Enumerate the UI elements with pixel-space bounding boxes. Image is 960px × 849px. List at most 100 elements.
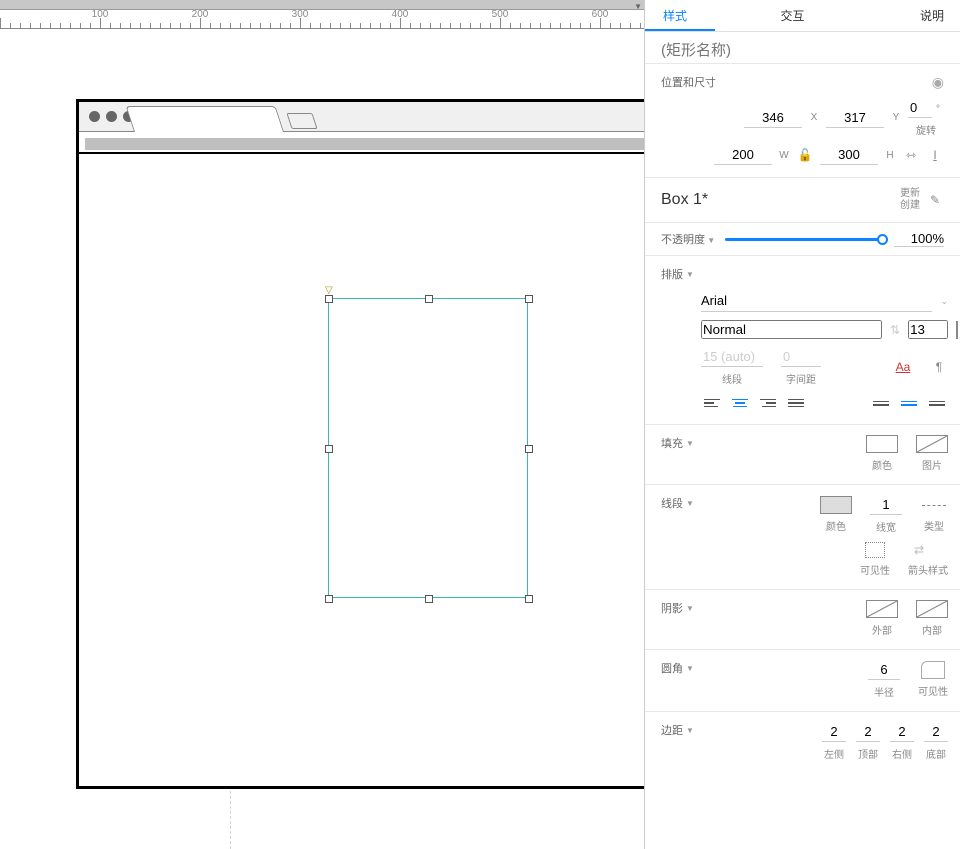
selection-handle[interactable]	[325, 445, 333, 453]
align-left[interactable]	[701, 394, 723, 412]
lock-aspect-icon[interactable]: 🔓	[796, 146, 814, 164]
y-input[interactable]	[826, 108, 884, 128]
create-link[interactable]: 创建	[900, 200, 920, 212]
line-width-label: 线宽	[876, 519, 896, 534]
opacity-slider[interactable]	[725, 238, 884, 241]
font-family-select[interactable]	[701, 290, 932, 312]
pad-bottom-input[interactable]	[924, 722, 948, 742]
browser-newtab	[286, 113, 317, 129]
selected-shape[interactable]: ▽	[328, 298, 528, 598]
align-top[interactable]	[870, 394, 892, 412]
line-type-select[interactable]	[920, 496, 948, 514]
align-middle[interactable]	[898, 394, 920, 412]
letter-spacing-label: 字间距	[786, 371, 816, 386]
update-link[interactable]: 更新	[900, 188, 920, 200]
widget-name-input[interactable]	[661, 42, 944, 59]
line-visibility-box[interactable]	[865, 542, 885, 558]
line-color-label: 颜色	[826, 518, 846, 533]
corner-radius-label: 半径	[874, 684, 894, 699]
line-visibility-label: 可见性	[860, 562, 890, 577]
pad-right-input[interactable]	[890, 722, 914, 742]
shadow-inner-label: 内部	[922, 622, 942, 637]
section-shadow[interactable]: 阴影▼	[661, 600, 694, 616]
inspector-panel: 样式 交互 说明 位置和尺寸 ◉ X Y ° 旋转 W 🔓 H ⇿	[644, 0, 960, 849]
text-align-v	[870, 394, 948, 412]
section-line[interactable]: 线段▼	[661, 495, 694, 511]
browser-tab	[126, 106, 284, 132]
font-weight-select[interactable]	[701, 320, 882, 339]
pad-left-input[interactable]	[822, 722, 846, 742]
section-fill[interactable]: 填充▼	[661, 435, 694, 451]
weight-stepper-icon[interactable]: ⇅	[890, 321, 900, 339]
section-typography[interactable]: 排版▼	[661, 266, 948, 282]
inspector-tabs: 样式 交互 说明	[645, 0, 960, 32]
canvas[interactable]: ▽	[0, 29, 644, 849]
line-height-label: 线段	[722, 371, 742, 386]
arrow-style-label: 箭头样式	[908, 562, 948, 577]
fill-color-swatch[interactable]	[866, 435, 898, 453]
fill-image-swatch[interactable]	[916, 435, 948, 453]
flip-h-icon[interactable]: ⇿	[902, 146, 920, 164]
browser-urlbar	[85, 138, 647, 150]
align-right[interactable]	[757, 394, 779, 412]
tab-notes[interactable]: 说明	[890, 0, 960, 31]
shadow-outer-swatch[interactable]	[866, 600, 898, 618]
tab-interaction[interactable]: 交互	[715, 0, 890, 31]
corner-visibility-label: 可见性	[918, 683, 948, 698]
selection-handle[interactable]	[525, 445, 533, 453]
line-type-label: 类型	[924, 518, 944, 533]
h-label: H	[884, 150, 896, 161]
x-input[interactable]	[744, 108, 802, 128]
font-color-swatch[interactable]	[956, 321, 958, 339]
x-label: X	[808, 112, 820, 123]
section-corner[interactable]: 圆角▼	[661, 660, 694, 676]
rotation-label: 旋转	[916, 122, 936, 137]
detach-icon[interactable]: ✎	[926, 191, 944, 209]
rotation-unit: °	[932, 104, 944, 115]
fill-color-label: 颜色	[872, 457, 892, 472]
section-padding[interactable]: 边距▼	[661, 722, 694, 738]
opacity-label: 不透明度 ▼	[661, 231, 715, 247]
w-label: W	[778, 150, 790, 161]
ruler-horizontal: 100200300400500600	[0, 10, 644, 29]
line-width-input[interactable]	[870, 495, 902, 515]
pad-left-label: 左侧	[824, 746, 844, 761]
browser-tabbar	[79, 102, 653, 132]
width-input[interactable]	[714, 145, 772, 165]
selection-handle[interactable]	[525, 595, 533, 603]
pad-top-input[interactable]	[856, 722, 880, 742]
shadow-inner-swatch[interactable]	[916, 600, 948, 618]
flip-v-icon[interactable]: I	[926, 146, 944, 164]
opacity-input[interactable]	[894, 231, 944, 247]
letter-spacing-input[interactable]	[781, 347, 821, 367]
shadow-outer-label: 外部	[872, 622, 892, 637]
visibility-icon[interactable]: ◉	[932, 74, 944, 91]
pad-right-label: 右侧	[892, 746, 912, 761]
selection-handle[interactable]	[325, 295, 333, 303]
pad-bottom-label: 底部	[926, 746, 946, 761]
case-icon[interactable]: Aa	[894, 358, 912, 376]
fill-image-label: 图片	[922, 457, 942, 472]
align-center[interactable]	[729, 394, 751, 412]
arrow-style-select[interactable]: ⇄	[914, 542, 942, 558]
chevron-down-icon: ⌄	[940, 296, 948, 307]
selection-handle[interactable]	[425, 295, 433, 303]
tab-style[interactable]: 样式	[645, 0, 715, 31]
selection-handle[interactable]	[425, 595, 433, 603]
more-type-icon[interactable]: ¶	[930, 358, 948, 376]
line-color-swatch[interactable]	[820, 496, 852, 514]
align-justify[interactable]	[785, 394, 807, 412]
section-position-size: 位置和尺寸	[661, 74, 948, 90]
height-input[interactable]	[820, 145, 878, 165]
corner-visibility-box[interactable]	[921, 661, 945, 679]
rotation-input[interactable]	[908, 98, 932, 118]
selection-handle[interactable]	[325, 595, 333, 603]
align-bottom[interactable]	[926, 394, 948, 412]
font-size-input[interactable]	[908, 320, 948, 339]
pad-top-label: 顶部	[858, 746, 878, 761]
component-name: Box 1*	[661, 191, 708, 209]
selection-handle[interactable]	[525, 295, 533, 303]
text-align-h	[701, 394, 807, 412]
corner-radius-input[interactable]	[868, 660, 900, 680]
line-height-input[interactable]	[701, 347, 763, 367]
